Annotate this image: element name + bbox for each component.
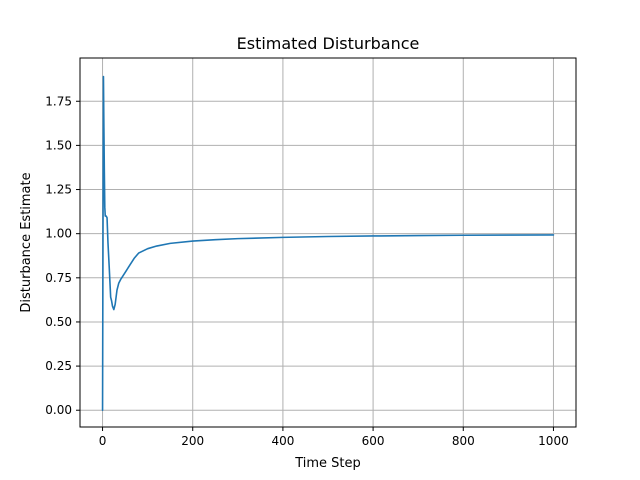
plot-series (101, 75, 555, 412)
chart-title: Estimated Disturbance (237, 34, 420, 53)
y-tick-label: 0.75 (45, 271, 72, 285)
y-tick-label: 0.25 (45, 359, 72, 373)
x-tick-label: 200 (181, 434, 204, 448)
y-tick-label: 1.75 (45, 94, 72, 108)
x-tick-label: 1000 (538, 434, 569, 448)
plot-frame (79, 57, 577, 428)
x-tick-label: 600 (362, 434, 385, 448)
series-line (101, 75, 555, 412)
y-tick-label: 0.50 (45, 315, 72, 329)
x-tick-label: 0 (99, 434, 107, 448)
x-tick-label: 800 (452, 434, 475, 448)
y-tick-label: 0.00 (45, 403, 72, 417)
y-axis-ticks: 0.00 0.25 0.50 0.75 1.00 1.25 1.50 1.75 (45, 94, 80, 417)
y-tick-label: 1.00 (45, 227, 72, 241)
x-tick-label: 400 (271, 434, 294, 448)
y-tick-label: 1.25 (45, 183, 72, 197)
grid (80, 58, 576, 427)
y-axis-label: Disturbance Estimate (19, 172, 34, 312)
x-axis-ticks: 0 200 400 600 800 1000 (99, 427, 569, 448)
y-tick-label: 1.50 (45, 138, 72, 152)
x-axis-label: Time Step (294, 456, 361, 471)
